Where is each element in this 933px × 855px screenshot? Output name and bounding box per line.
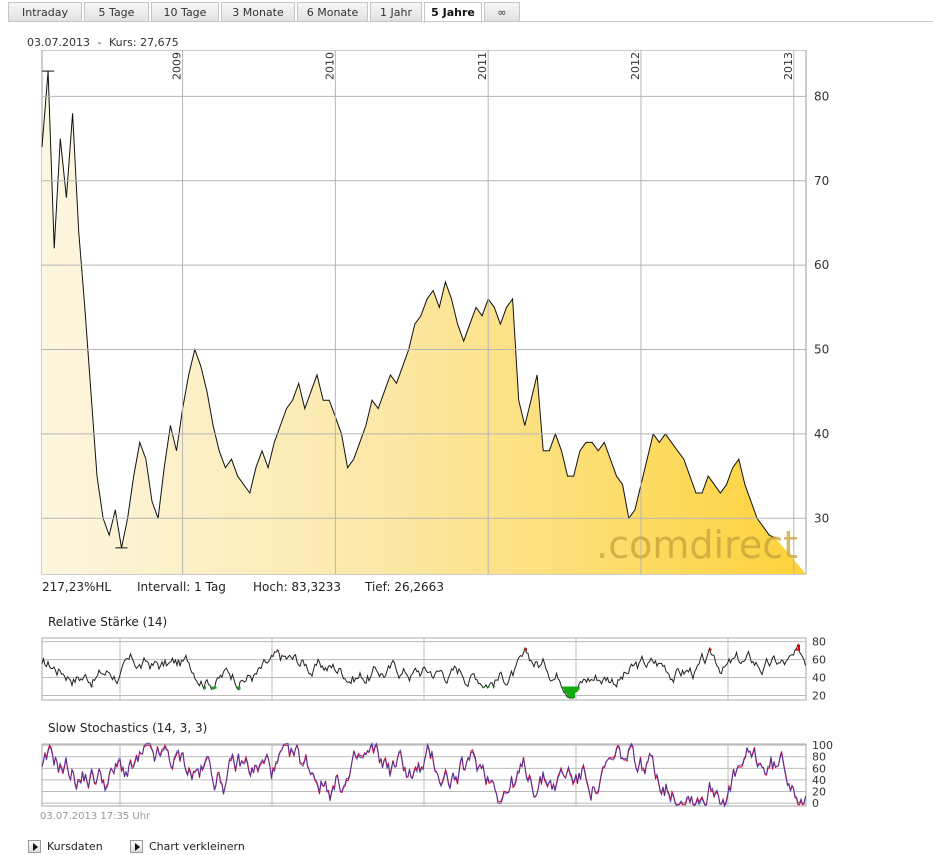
rsi-oversold-fill: [211, 686, 214, 690]
tab-5[interactable]: 1 Jahr: [370, 2, 422, 21]
rsi-tick-40: 40: [812, 672, 826, 685]
stat-hoch: Hoch: 83,3233: [253, 580, 342, 594]
stoch-tick-80: 80: [812, 751, 826, 764]
rsi-overbought-fill: [277, 649, 280, 651]
rsi-oversold-fill: [570, 686, 572, 699]
quote-info: 03.07.2013 - Kurs: 27,675: [27, 36, 179, 49]
y-tick-60: 60: [814, 258, 829, 272]
kurs-label: Kurs:: [108, 36, 137, 49]
rsi-oversold-fill: [562, 686, 565, 690]
comdirect-watermark: .comdirect: [596, 523, 798, 567]
tab-2[interactable]: 10 Tage: [151, 2, 219, 21]
rsi-overbought-fill: [709, 648, 712, 651]
rsi-title: Relative Stärke (14): [48, 615, 168, 629]
rsi-oversold-fill: [483, 686, 485, 688]
stoch-signal-line: [41, 741, 806, 808]
y-tick-70: 70: [814, 174, 829, 188]
rsi-oversold-fill: [237, 686, 239, 689]
x-tick-2009: 2009: [171, 52, 184, 80]
rsi-oversold-fill: [487, 686, 490, 688]
rsi-oversold-fill: [576, 686, 578, 692]
x-tick-2013: 2013: [782, 52, 795, 80]
tab-7[interactable]: ∞: [484, 2, 520, 21]
rsi-overbought-fill: [798, 644, 800, 651]
tab-1[interactable]: 5 Tage: [84, 2, 149, 21]
price-chart[interactable]: 30 40 50 60 70 80 2009 2010 2011 2012 2013 .comdire…: [0, 50, 933, 580]
rsi-oversold-fill: [204, 686, 206, 689]
rsi-overbought-fill: [795, 650, 797, 651]
rsi-oversold-fill: [568, 686, 571, 698]
play-icon: [130, 840, 143, 853]
stat-intervall: Intervall: 1 Tag: [137, 580, 226, 594]
rsi-oversold-fill: [214, 686, 217, 689]
kurs-value: 27,675: [140, 36, 179, 49]
rsi-oversold-fill: [564, 686, 566, 693]
stoch-tick-40: 40: [812, 774, 826, 787]
y-tick-80: 80: [814, 89, 829, 103]
stat-tief: Tief: 26,2663: [365, 580, 444, 594]
rsi-oversold-fill: [577, 686, 580, 691]
tab-3[interactable]: 3 Monate: [221, 2, 295, 21]
y-tick-40: 40: [814, 427, 829, 441]
stoch-tick-20: 20: [812, 786, 826, 799]
rsi-oversold-fill: [565, 686, 568, 694]
stat-hl: 217,23%HL: [42, 580, 112, 594]
play-icon: [28, 840, 41, 853]
quote-separator: -: [97, 36, 102, 49]
stoch-title: Slow Stochastics (14, 3, 3): [48, 721, 208, 735]
rsi-overbought-fill: [796, 648, 799, 651]
rsi-tick-60: 60: [812, 654, 826, 667]
tab-divider: [8, 21, 933, 22]
y-tick-50: 50: [814, 343, 829, 357]
y-tick-30: 30: [814, 511, 829, 525]
stoch-tick-100: 100: [812, 739, 833, 752]
price-area: [42, 71, 806, 574]
rsi-oversold-fill: [574, 686, 577, 693]
stoch-tick-60: 60: [812, 762, 826, 775]
chart-timestamp: 03.07.2013 17:35 Uhr: [40, 811, 151, 822]
x-tick-2010: 2010: [323, 52, 336, 80]
rsi-tick-20: 20: [812, 690, 826, 703]
rsi-oversold-fill: [238, 686, 241, 690]
tab-0[interactable]: Intraday: [8, 2, 82, 21]
rsi-oversold-fill: [567, 686, 569, 697]
quote-date: 03.07.2013: [27, 36, 90, 49]
kursdaten-label: Kursdaten: [47, 840, 103, 853]
rsi-tick-80: 80: [812, 636, 826, 649]
chart-verkleinern-label: Chart verkleinern: [149, 840, 245, 853]
tab-4[interactable]: 6 Monate: [297, 2, 368, 21]
x-tick-2011: 2011: [476, 52, 489, 80]
rsi-line: [41, 642, 806, 699]
stoch-tick-0: 0: [812, 797, 819, 810]
rsi-oversold-fill: [91, 686, 94, 688]
tab-6[interactable]: 5 Jahre: [424, 2, 482, 23]
rsi-oversold-fill: [213, 686, 215, 689]
rsi-oversold-fill: [493, 686, 496, 688]
rsi-oversold-fill: [571, 686, 574, 698]
rsi-oversold-fill: [573, 686, 575, 699]
x-tick-2012: 2012: [629, 52, 642, 80]
rsi-overbought-fill: [525, 648, 527, 651]
rsi-chart[interactable]: 20 40 60 80: [0, 632, 933, 704]
